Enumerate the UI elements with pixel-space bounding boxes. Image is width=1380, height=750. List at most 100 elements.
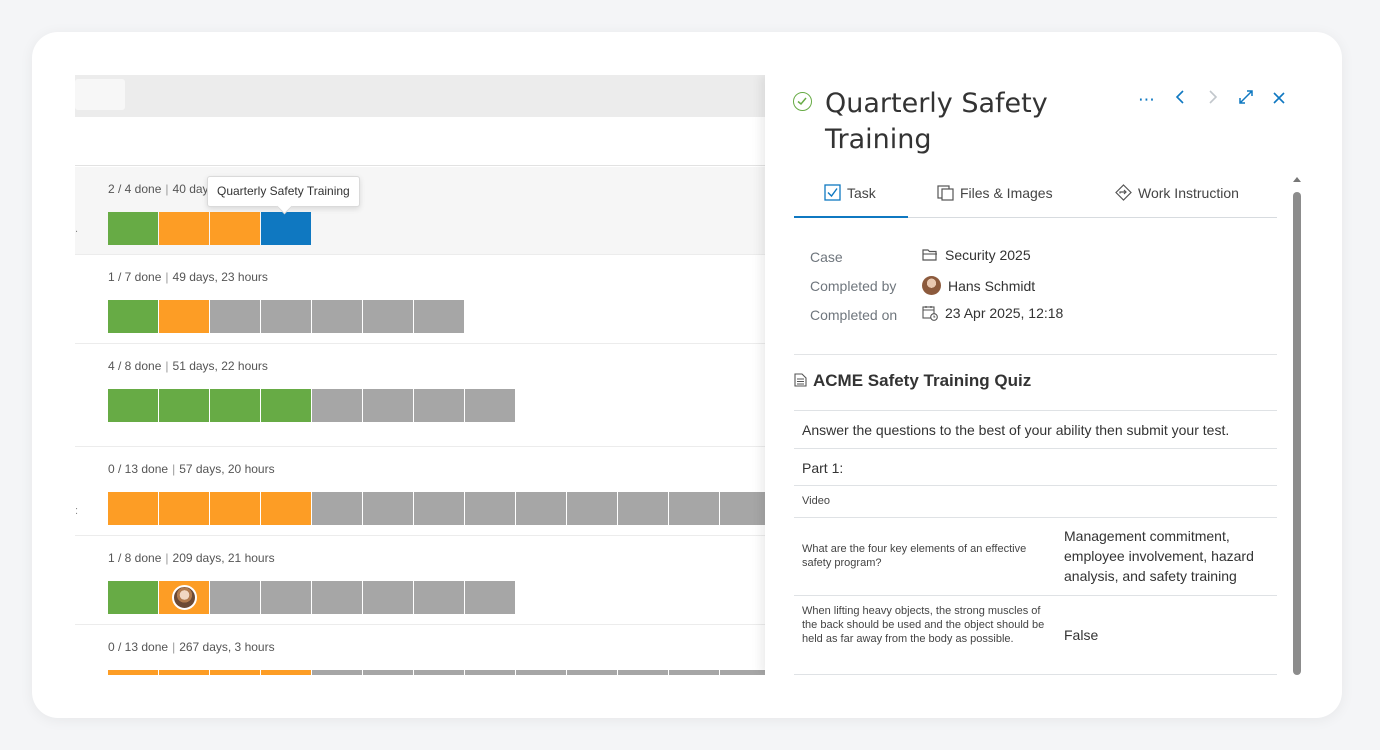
panel-scrollbar-thumb[interactable] [1293,192,1301,675]
task-board: 2 / 4 done | 40 days . 1 / 7 done | 49 days,… [75,75,765,675]
task-segments [108,300,465,333]
task-segment-pending[interactable] [465,389,515,422]
section-divider [794,354,1277,355]
task-segment-open[interactable] [108,670,158,675]
task-segment-pending[interactable] [414,492,464,525]
task-segment-pending[interactable] [210,300,260,333]
task-segment-open[interactable] [159,300,209,333]
case-row[interactable]: 2 / 4 done | 40 days [75,167,765,255]
case-row[interactable]: 1 / 8 done | 209 days, 21 hours [75,536,765,625]
case-row[interactable]: 0 / 13 done | 57 days, 20 hours [75,447,765,536]
task-segment-open[interactable] [210,212,260,245]
task-segment-done[interactable] [108,212,158,245]
task-segment-pending[interactable] [363,389,413,422]
task-segment-done[interactable] [108,581,158,614]
task-segment-pending[interactable] [312,670,362,675]
task-segment-pending[interactable] [363,581,413,614]
task-segment-pending[interactable] [567,670,617,675]
completed-by-value-wrap: Hans Schmidt [922,276,1035,295]
board-search-box[interactable] [75,79,125,110]
task-segment-selected[interactable] [261,212,311,245]
case-row[interactable]: 0 / 13 done | 267 days, 3 hours [75,625,765,675]
task-segment-pending[interactable] [516,492,566,525]
tab-task-label: Task [847,185,876,201]
task-segment-pending[interactable] [363,670,413,675]
task-segment-open[interactable] [159,212,209,245]
case-row[interactable]: 1 / 7 done | 49 days, 23 hours [75,255,765,344]
row-progress-text: 2 / 4 done | 40 days [108,182,215,196]
task-segment-pending[interactable] [720,492,765,525]
task-segment-done[interactable] [159,389,209,422]
tab-work-instruction-label: Work Instruction [1138,185,1239,201]
task-segment-pending[interactable] [414,670,464,675]
task-segment-done[interactable] [210,389,260,422]
diamond-arrow-icon [1115,178,1132,201]
quiz-title: ACME Safety Training Quiz [794,371,1031,391]
expand-icon[interactable] [1229,89,1262,111]
task-segment-pending[interactable] [312,389,362,422]
task-segment-done[interactable] [108,389,158,422]
task-segment-open[interactable] [159,492,209,525]
completed-on-value: 23 Apr 2025, 12:18 [945,305,1064,321]
task-segment-pending[interactable] [465,670,515,675]
elapsed-time: 49 days, 23 hours [172,270,268,284]
task-segments [108,492,765,525]
task-segment-open[interactable] [210,670,260,675]
files-icon [937,178,954,201]
tab-task[interactable]: Task [794,175,908,218]
quiz-intro-text: Answer the questions to the best of your… [802,422,1230,438]
chevron-left-icon[interactable] [1163,89,1196,111]
quiz-part-row: Part 1: [794,448,1277,485]
calendar-clock-icon [922,305,938,321]
task-segment-pending[interactable] [618,670,668,675]
task-segment-pending[interactable] [669,670,719,675]
task-segment-open[interactable] [261,670,311,675]
task-segment-pending[interactable] [363,300,413,333]
task-segment-pending[interactable] [312,492,362,525]
quiz-question: What are the four key elements of an eff… [802,543,1027,569]
task-segment-open[interactable] [159,670,209,675]
scroll-up-arrow[interactable] [1293,177,1301,182]
done-count: 1 / 8 done [108,551,162,565]
tab-files-images[interactable]: Files & Images [937,175,1053,218]
task-segment-pending[interactable] [465,581,515,614]
task-segment-pending[interactable] [567,492,617,525]
task-segment-pending[interactable] [210,581,260,614]
chevron-right-icon[interactable] [1196,89,1229,111]
user-avatar [922,276,941,295]
case-value-wrap[interactable]: Security 2025 [922,247,1031,263]
task-segment-pending[interactable] [465,492,515,525]
quiz-intro-row: Answer the questions to the best of your… [794,410,1277,448]
task-segment-done[interactable] [108,300,158,333]
task-segment-pending[interactable] [261,300,311,333]
task-segment-open[interactable] [261,492,311,525]
elapsed-time: 57 days, 20 hours [179,462,275,476]
task-segment-pending[interactable] [618,492,668,525]
task-segment-pending[interactable] [363,492,413,525]
task-segment-pending[interactable] [414,581,464,614]
task-segment-pending[interactable] [312,581,362,614]
case-row[interactable]: 4 / 8 done | 51 days, 22 hours [75,344,765,447]
assignee-avatar [172,585,197,610]
task-segment-done[interactable] [261,389,311,422]
task-segment-open[interactable] [210,492,260,525]
task-segment-pending[interactable] [516,670,566,675]
task-segment-open[interactable] [108,492,158,525]
folder-icon [922,247,938,263]
check-circle-icon [793,92,812,111]
task-segment-pending[interactable] [414,300,464,333]
task-segment-pending[interactable] [414,389,464,422]
task-segment-pending[interactable] [720,670,765,675]
checkbox-icon [824,178,841,201]
quiz-video-row[interactable]: Video [794,485,1277,517]
quiz-question: When lifting heavy objects, the strong m… [802,605,1045,645]
task-segment-assigned[interactable] [159,581,209,614]
task-segment-pending[interactable] [312,300,362,333]
row-progress-text: 1 / 7 done | 49 days, 23 hours [108,270,268,284]
completed-by-value: Hans Schmidt [948,278,1036,294]
task-segment-pending[interactable] [669,492,719,525]
more-icon[interactable]: ⋯ [1138,90,1155,109]
task-segment-pending[interactable] [261,581,311,614]
tab-work-instruction[interactable]: Work Instruction [1115,175,1239,218]
close-icon[interactable] [1262,89,1295,111]
